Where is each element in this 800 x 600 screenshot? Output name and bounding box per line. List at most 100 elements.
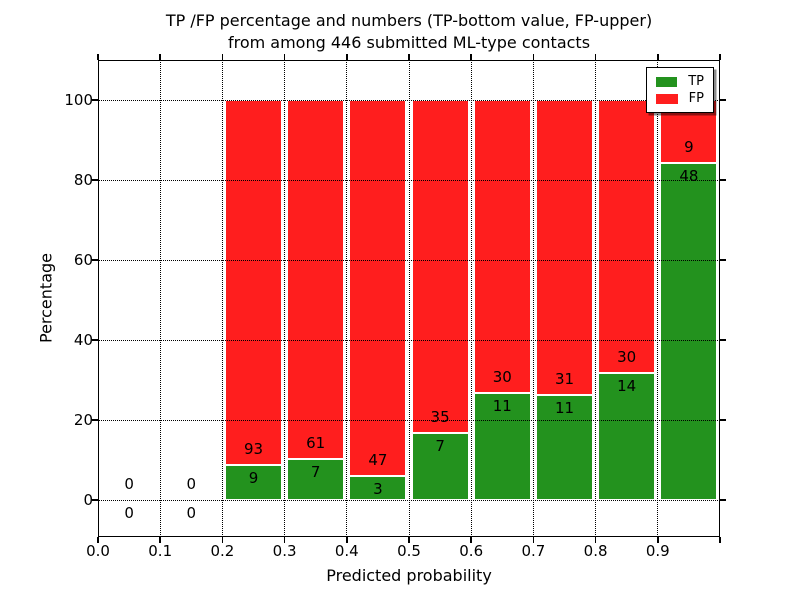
- gridline-horizontal: [98, 180, 720, 181]
- tp-count-label: 14: [617, 376, 637, 395]
- x-tick-mark: [470, 537, 472, 543]
- fp-count-label: 30: [492, 367, 512, 386]
- legend: TP FP: [646, 67, 714, 113]
- y-tick-mark: [92, 179, 98, 181]
- tp-count-label: 0: [124, 504, 134, 522]
- x-tick-mark: [594, 537, 597, 543]
- y-tick-label: 20: [73, 411, 93, 429]
- chart-title-line2: from among 446 submitted ML-type contact…: [227, 33, 591, 52]
- fp-count-label: 30: [617, 347, 637, 366]
- x-tick-label: 0.1: [148, 542, 173, 560]
- x-tick-mark: [221, 537, 224, 543]
- legend-swatch-tp: [656, 76, 678, 87]
- plot-area: 0 0 0 0 93 9 61 7 47 3 35 7 30 11 31 11 30 14 9 48 TP FP: [98, 60, 720, 537]
- gridline-horizontal: [98, 260, 720, 261]
- tp-bar-segment: [349, 476, 407, 500]
- y-tick-mark-right: [720, 499, 726, 501]
- x-tick-mark: [283, 537, 286, 543]
- fp-count-label: 93: [243, 439, 264, 458]
- y-tick-mark: [92, 99, 98, 101]
- x-tick-mark: [408, 537, 410, 543]
- y-tick-label: 40: [73, 331, 93, 349]
- tp-count-label: 11: [492, 396, 512, 415]
- legend-label: FP: [688, 91, 704, 106]
- legend-item-fp: FP: [656, 91, 704, 106]
- gridline-vertical: [284, 60, 286, 537]
- gridline-vertical: [221, 60, 223, 537]
- x-tick-label: 0.0: [86, 542, 110, 560]
- tp-count-label: 3: [373, 480, 383, 498]
- fp-bar-segment: [535, 100, 594, 396]
- y-tick-label: 100: [64, 91, 93, 109]
- x-tick-mark: [532, 537, 535, 543]
- y-tick-mark: [92, 499, 98, 501]
- gridline-horizontal: [98, 340, 720, 341]
- legend-item-tp: TP: [656, 74, 704, 89]
- tp-count-label: 7: [310, 462, 321, 481]
- tp-bar-segment: [411, 433, 469, 500]
- x-tick-mark-top: [221, 54, 224, 60]
- tp-bar-segment: [473, 392, 531, 500]
- fp-bar-segment: [411, 100, 469, 434]
- legend-label: TP: [688, 74, 704, 89]
- chart-title-line1: TP /FP percentage and numbers (TP-bottom…: [165, 11, 653, 30]
- x-tick-label: 0.3: [272, 542, 297, 560]
- fp-bar-segment: [473, 100, 531, 393]
- fp-count-label: 31: [554, 370, 575, 389]
- x-tick-mark-top: [159, 54, 161, 60]
- tp-bar-segment: [224, 464, 283, 500]
- x-tick-mark-top: [283, 54, 286, 60]
- gridline-horizontal: [98, 500, 720, 501]
- gridline-horizontal: [98, 100, 720, 101]
- x-tick-label: 0.4: [334, 542, 359, 560]
- x-tick-label: 0.9: [645, 542, 670, 560]
- x-tick-label: 0.2: [210, 542, 235, 560]
- x-tick-mark-top: [470, 54, 472, 60]
- x-tick-mark-top: [719, 54, 721, 60]
- y-tick-mark: [92, 259, 98, 261]
- fp-count-label: 0: [124, 475, 134, 493]
- x-tick-mark-top: [657, 54, 659, 60]
- fp-count-label: 61: [306, 433, 326, 452]
- gridline-vertical: [346, 60, 348, 537]
- x-tick-mark: [97, 537, 99, 543]
- y-tick-label: 0: [83, 491, 93, 509]
- fp-count-label: 47: [368, 451, 388, 469]
- y-tick-mark: [92, 339, 98, 341]
- gridline-vertical: [595, 60, 597, 537]
- fp-bar-segment: [349, 100, 407, 476]
- tp-count-label: 0: [186, 504, 197, 522]
- y-tick-label: 60: [73, 251, 93, 269]
- x-tick-mark-top: [97, 54, 99, 60]
- gridline-vertical: [657, 60, 659, 537]
- x-axis-label: Predicted probability: [326, 566, 492, 585]
- fp-count-label: 0: [186, 475, 197, 493]
- gridline-vertical: [408, 60, 410, 537]
- y-tick-mark-right: [720, 339, 726, 341]
- tp-count-label: 11: [554, 399, 575, 418]
- fp-count-label: 9: [684, 138, 694, 157]
- fp-count-label: 35: [430, 408, 450, 427]
- tp-bar-segment: [598, 372, 656, 500]
- x-tick-label: 0.6: [459, 542, 484, 560]
- x-tick-label: 0.5: [397, 542, 421, 560]
- tp-count-label: 48: [679, 167, 699, 186]
- tp-count-label: 9: [248, 468, 259, 487]
- gridline-vertical: [159, 60, 161, 537]
- x-tick-mark-top: [346, 54, 348, 60]
- fp-bar-segment: [598, 100, 656, 373]
- chart-title: TP /FP percentage and numbers (TP-bottom…: [98, 10, 720, 54]
- legend-swatch-fp: [656, 93, 678, 104]
- x-tick-mark-top: [408, 54, 410, 60]
- gridline-horizontal: [98, 420, 720, 421]
- y-tick-mark-right: [720, 99, 726, 101]
- tp-bar-segment: [535, 395, 594, 500]
- tp-bar-segment: [660, 163, 718, 500]
- fp-bar-segment: [224, 100, 283, 465]
- y-tick-mark-right: [720, 179, 726, 181]
- y-tick-label: 80: [73, 171, 93, 189]
- x-tick-label: 0.7: [521, 542, 546, 560]
- gridline-vertical: [532, 60, 534, 537]
- y-tick-mark: [92, 419, 98, 421]
